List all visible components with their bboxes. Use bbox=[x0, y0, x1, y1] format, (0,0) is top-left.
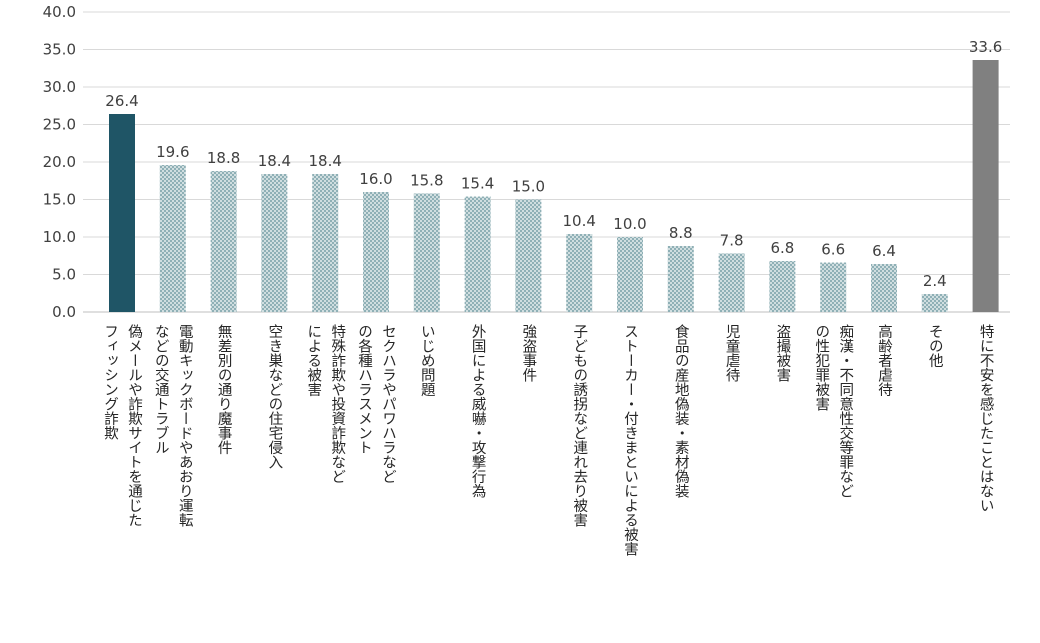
category-label: フィッシング詐欺 bbox=[102, 324, 118, 440]
bar bbox=[312, 174, 339, 312]
data-label: 15.4 bbox=[461, 175, 494, 193]
bar bbox=[617, 237, 643, 312]
data-label: 18.4 bbox=[308, 152, 341, 170]
category-labels: フィッシング詐欺 偽メールや詐欺サイトを通じた などの交通トラブル 電動キックボードや… bbox=[102, 324, 994, 557]
category-label: 子どもの誘拐など連れ去り被害 bbox=[571, 324, 587, 528]
category-label: による被害 bbox=[305, 324, 321, 397]
category-label: 特に不安を感じたことはない bbox=[978, 324, 994, 513]
data-label: 18.8 bbox=[207, 149, 240, 167]
data-labels: 26.4 19.6 18.8 18.4 18.4 16.0 15.8 15.4 15.0 10.4… bbox=[105, 38, 1002, 290]
data-label: 18.4 bbox=[258, 152, 291, 170]
category-label: 児童虐待 bbox=[724, 324, 740, 384]
category-label: その他 bbox=[927, 324, 943, 369]
bar bbox=[261, 174, 288, 312]
y-tick-label: 10.0 bbox=[43, 228, 76, 246]
category-label: 偽メールや詐欺サイトを通じた bbox=[126, 324, 142, 528]
bar bbox=[921, 294, 948, 312]
bars bbox=[109, 60, 999, 312]
category-label: 外国による威嚇・攻撃行為 bbox=[470, 324, 486, 499]
category-label: いじめ問題 bbox=[419, 324, 435, 398]
bar bbox=[515, 199, 542, 312]
gridlines bbox=[83, 11, 1010, 313]
category-label: 空き巣などの住宅侵入 bbox=[266, 324, 282, 469]
data-label: 10.4 bbox=[562, 212, 595, 230]
category-label: 強盗事件 bbox=[520, 324, 536, 383]
category-label: 食品の産地偽装・素材偽装 bbox=[673, 324, 689, 499]
y-tick-label: 30.0 bbox=[43, 78, 76, 96]
bar bbox=[769, 261, 796, 312]
bar bbox=[159, 165, 186, 312]
y-tick-label: 15.0 bbox=[43, 191, 76, 209]
y-axis-ticks: 0.0 5.0 10.0 15.0 20.0 25.0 30.0 35.0 40.0 bbox=[43, 3, 76, 321]
category-label: の各種ハラスメント bbox=[356, 324, 372, 455]
data-label: 6.4 bbox=[872, 242, 896, 260]
data-label: 2.4 bbox=[923, 272, 947, 290]
bar bbox=[820, 262, 847, 312]
bar bbox=[566, 234, 593, 312]
category-label: の性犯罪被害 bbox=[813, 324, 829, 411]
data-label: 6.6 bbox=[821, 241, 845, 259]
data-label: 6.8 bbox=[770, 239, 794, 257]
data-label: 16.0 bbox=[359, 170, 392, 188]
category-label: 高齢者虐待 bbox=[876, 324, 892, 398]
data-label: 8.8 bbox=[669, 224, 693, 242]
category-label: 無差別の通り魔事件 bbox=[216, 324, 232, 455]
data-label: 15.8 bbox=[410, 172, 443, 190]
data-label: 33.6 bbox=[969, 38, 1002, 56]
category-label: 盗撮被害 bbox=[774, 324, 790, 383]
bar bbox=[667, 246, 694, 312]
data-label: 26.4 bbox=[105, 92, 138, 110]
category-label: セクハラやパワハラなど bbox=[380, 324, 396, 484]
bar bbox=[413, 193, 440, 312]
category-label: 痴漢・不同意性交等罪など bbox=[837, 324, 853, 498]
y-tick-label: 20.0 bbox=[43, 153, 76, 171]
data-label: 19.6 bbox=[156, 143, 189, 161]
data-label: 10.0 bbox=[613, 215, 646, 233]
bar bbox=[210, 171, 237, 312]
bar bbox=[109, 114, 135, 312]
data-label: 15.0 bbox=[512, 178, 545, 196]
bar bbox=[972, 60, 999, 312]
bar bbox=[464, 196, 491, 312]
bar bbox=[363, 192, 389, 312]
category-label: ストーカー・付きまといによる被害 bbox=[622, 324, 638, 556]
category-label: 特殊詐欺や投資詐欺など bbox=[329, 324, 345, 484]
data-label: 7.8 bbox=[720, 232, 744, 250]
y-tick-label: 35.0 bbox=[43, 41, 76, 59]
bar bbox=[718, 253, 745, 312]
y-tick-label: 25.0 bbox=[43, 116, 76, 134]
y-tick-label: 5.0 bbox=[52, 266, 76, 284]
category-label: 電動キックボードやあおり運転 bbox=[177, 324, 193, 527]
y-tick-label: 40.0 bbox=[43, 3, 76, 21]
y-tick-label: 0.0 bbox=[52, 303, 76, 321]
bar bbox=[871, 264, 897, 312]
category-label: などの交通トラブル bbox=[153, 324, 169, 455]
